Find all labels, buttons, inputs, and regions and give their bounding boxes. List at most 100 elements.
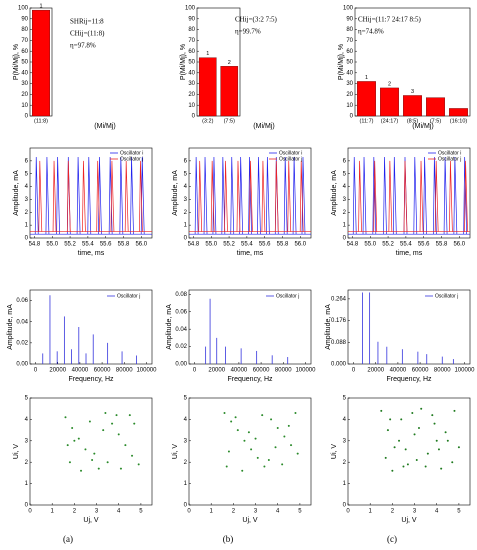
point — [254, 437, 257, 440]
plot-frame — [188, 289, 312, 365]
plot-frame — [347, 147, 471, 239]
y-tick-label: 90 — [21, 16, 28, 22]
y-tick-label: 0.00 — [16, 362, 28, 368]
legend-label: Oscillator j — [117, 293, 140, 299]
y-tick-label: 80 — [346, 27, 353, 33]
y-tick-label: 0.06 — [175, 309, 187, 315]
spike — [423, 156, 427, 235]
y-tick-label: 4 — [25, 417, 29, 423]
y-tick-label: 20 — [21, 92, 28, 98]
point — [457, 446, 460, 449]
y-axis-label: Amplitude, mA — [172, 170, 179, 216]
x-axis-label: Frequency, Hz — [69, 376, 114, 383]
x-tick-label: 55.0 — [46, 242, 58, 248]
x-tick-label: 0 — [187, 509, 191, 515]
point — [115, 414, 118, 417]
y-tick-label: 3 — [25, 438, 29, 444]
y-axis-label: Amplitude, mA — [331, 170, 338, 216]
x-tick-label: 2 — [73, 509, 77, 515]
point — [411, 411, 414, 414]
y-axis-label: Amplitude, mA — [166, 304, 173, 350]
spike — [130, 156, 134, 235]
spike — [139, 160, 143, 232]
y-axis-label: Amplitude, mA — [7, 304, 14, 350]
y-tick-label: 100 — [343, 6, 354, 12]
point — [64, 416, 67, 419]
x-tick-label: 55.8 — [118, 242, 130, 248]
x-tick-label: 54.8 — [188, 242, 200, 248]
y-tick-label: 0.00 — [175, 362, 187, 368]
x-tick-label: 100000 — [295, 368, 316, 374]
point — [137, 463, 140, 466]
annotation: CHij=(3:2 7:5) — [235, 16, 278, 24]
y-tick-label: 6 — [343, 158, 347, 164]
x-tick-label: (11:7) — [360, 118, 374, 124]
point — [263, 465, 266, 468]
spike — [124, 160, 129, 232]
x-tick-label: 55.4 — [241, 242, 253, 248]
spike — [266, 156, 270, 235]
x-tick-label: 3 — [254, 509, 258, 515]
x-tick-label: (11:8) — [34, 118, 48, 124]
x-tick-label: 0 — [28, 509, 32, 515]
x-tick-label: 4 — [117, 509, 121, 515]
x-axis-label: Uj, V — [83, 517, 99, 524]
point — [88, 420, 91, 423]
bar — [220, 66, 239, 117]
spike — [76, 156, 81, 235]
x-tick-label: 56.0 — [135, 242, 147, 248]
point — [68, 461, 71, 464]
y-tick-label: 30 — [188, 81, 195, 87]
point — [106, 461, 109, 464]
y-tick-label: 90 — [188, 16, 195, 22]
bar-label: 1 — [206, 51, 209, 57]
y-tick-label: 0 — [25, 236, 29, 242]
point — [283, 435, 286, 438]
x-tick-label: 0 — [34, 368, 38, 374]
point — [294, 411, 297, 414]
point — [243, 439, 246, 442]
y-tick-label: 4 — [184, 417, 188, 423]
point — [128, 414, 131, 417]
spike — [87, 156, 92, 235]
bar — [380, 87, 399, 117]
point — [389, 418, 392, 421]
y-tick-label: 0.04 — [16, 319, 28, 325]
point — [133, 422, 136, 425]
x-tick-label: 4 — [435, 509, 439, 515]
y-tick-label: 4 — [25, 184, 29, 190]
y-tick-label: 0 — [343, 503, 347, 509]
x-tick-label: 0 — [346, 509, 350, 515]
y-axis-label: P(Mi/Mj), % — [13, 44, 20, 80]
point — [402, 465, 405, 468]
x-axis-label: (Mi/Mj) — [94, 123, 115, 130]
y-tick-label: 0.02 — [175, 344, 187, 350]
x-tick-label: 54.8 — [29, 242, 41, 248]
point — [227, 450, 230, 453]
legend-label: Oscillator j — [438, 156, 461, 162]
panel-label: (c) — [387, 534, 397, 544]
x-tick-label: (16:10) — [450, 118, 468, 124]
y-tick-label: 5 — [184, 396, 188, 402]
y-tick-label: 20 — [188, 92, 195, 98]
x-axis-label: time, ms — [78, 250, 105, 257]
y-tick-label: 0.000 — [331, 362, 347, 368]
bar — [449, 108, 468, 117]
spike — [299, 160, 304, 232]
spike — [413, 156, 418, 235]
annotation: CHij=(11:7 24:17 8:5) — [358, 16, 421, 24]
x-tick-label: 56.0 — [453, 242, 465, 248]
point — [380, 409, 383, 412]
spike — [194, 156, 199, 235]
x-axis-label: Uj, V — [242, 517, 258, 524]
y-tick-label: 4 — [343, 184, 347, 190]
point — [435, 439, 438, 442]
spike — [110, 160, 115, 232]
point — [384, 456, 387, 459]
y-axis-label: Ui, V — [331, 444, 338, 460]
legend-label: Oscillator j — [120, 156, 143, 162]
y-tick-label: 0 — [343, 236, 347, 242]
y-tick-label: 100 — [18, 6, 29, 12]
x-tick-label: 100000 — [454, 368, 475, 374]
point — [404, 448, 407, 451]
